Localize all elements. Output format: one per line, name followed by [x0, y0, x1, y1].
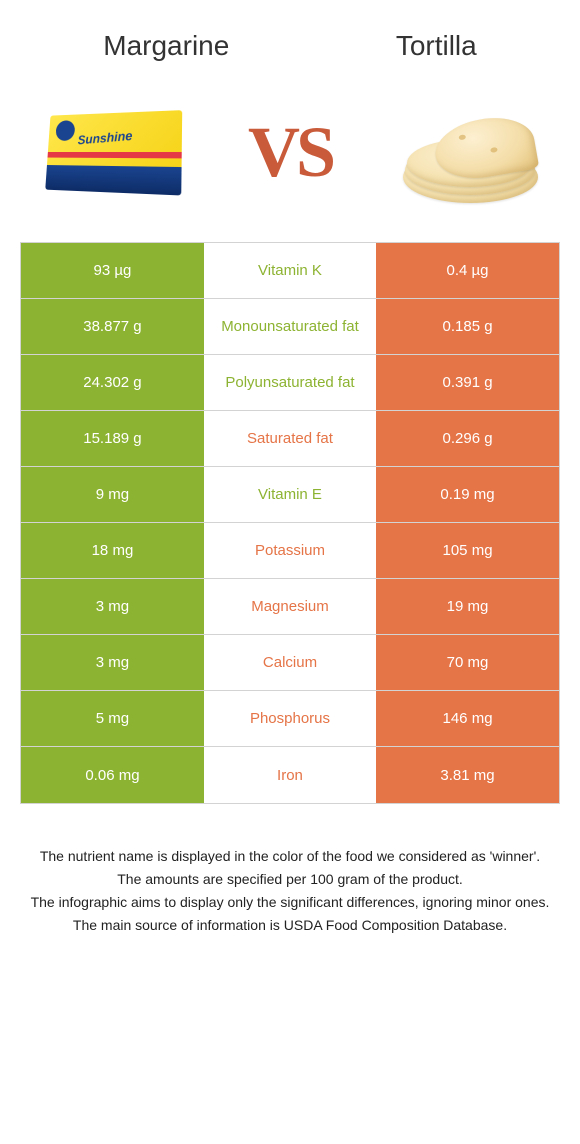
vs-section: Sunshine VS: [0, 82, 580, 242]
footnote-line: The main source of information is USDA F…: [28, 915, 552, 936]
food-left-title: Margarine: [103, 30, 229, 62]
footnote-line: The nutrient name is displayed in the co…: [28, 846, 552, 867]
tortilla-image: [390, 92, 550, 212]
nutrient-name: Vitamin E: [204, 467, 376, 523]
table-row: 24.302 gPolyunsaturated fat0.391 g: [21, 355, 559, 411]
right-value: 105 mg: [376, 523, 559, 579]
right-value: 19 mg: [376, 579, 559, 635]
table-row: 5 mgPhosphorus146 mg: [21, 691, 559, 747]
left-value: 9 mg: [21, 467, 204, 523]
footnote-line: The infographic aims to display only the…: [28, 892, 552, 913]
right-value: 0.296 g: [376, 411, 559, 467]
left-value: 18 mg: [21, 523, 204, 579]
right-value: 0.19 mg: [376, 467, 559, 523]
left-value: 24.302 g: [21, 355, 204, 411]
table-row: 3 mgMagnesium19 mg: [21, 579, 559, 635]
nutrient-name: Calcium: [204, 635, 376, 691]
table-row: 93 µgVitamin K0.4 µg: [21, 243, 559, 299]
table-row: 15.189 gSaturated fat0.296 g: [21, 411, 559, 467]
food-right-title: Tortilla: [396, 30, 477, 62]
footnote-line: The amounts are specified per 100 gram o…: [28, 869, 552, 890]
nutrient-name: Potassium: [204, 523, 376, 579]
nutrient-name: Iron: [204, 747, 376, 803]
right-value: 0.4 µg: [376, 243, 559, 299]
left-value: 0.06 mg: [21, 747, 204, 803]
footnotes: The nutrient name is displayed in the co…: [0, 804, 580, 968]
comparison-table-wrap: 93 µgVitamin K0.4 µg38.877 gMonounsatura…: [0, 242, 580, 804]
nutrient-name: Saturated fat: [204, 411, 376, 467]
right-value: 0.185 g: [376, 299, 559, 355]
nutrient-name: Vitamin K: [204, 243, 376, 299]
left-value: 5 mg: [21, 691, 204, 747]
header: Margarine Tortilla: [0, 0, 580, 82]
right-value: 146 mg: [376, 691, 559, 747]
left-value: 15.189 g: [21, 411, 204, 467]
vs-label: VS: [248, 111, 332, 194]
nutrient-name: Magnesium: [204, 579, 376, 635]
comparison-table: 93 µgVitamin K0.4 µg38.877 gMonounsatura…: [20, 242, 560, 804]
table-row: 0.06 mgIron3.81 mg: [21, 747, 559, 803]
table-row: 38.877 gMonounsaturated fat0.185 g: [21, 299, 559, 355]
left-value: 38.877 g: [21, 299, 204, 355]
right-value: 3.81 mg: [376, 747, 559, 803]
left-value: 3 mg: [21, 579, 204, 635]
nutrient-name: Phosphorus: [204, 691, 376, 747]
table-row: 3 mgCalcium70 mg: [21, 635, 559, 691]
table-row: 18 mgPotassium105 mg: [21, 523, 559, 579]
left-value: 93 µg: [21, 243, 204, 299]
right-value: 70 mg: [376, 635, 559, 691]
nutrient-name: Polyunsaturated fat: [204, 355, 376, 411]
left-value: 3 mg: [21, 635, 204, 691]
margarine-image: Sunshine: [30, 92, 190, 212]
table-row: 9 mgVitamin E0.19 mg: [21, 467, 559, 523]
right-value: 0.391 g: [376, 355, 559, 411]
nutrient-name: Monounsaturated fat: [204, 299, 376, 355]
